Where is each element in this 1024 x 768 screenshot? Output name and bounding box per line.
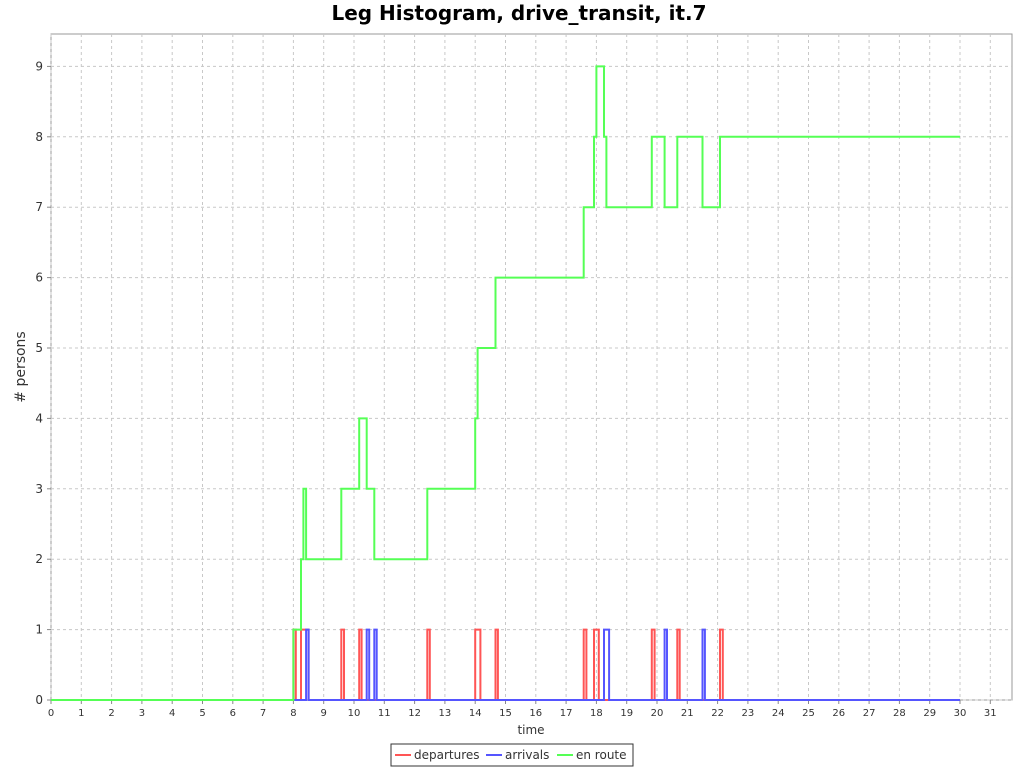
x-tick-label: 21 [681,708,694,719]
x-axis-label: time [517,723,544,737]
x-tick-label: 26 [832,708,845,719]
x-tick-label: 12 [408,708,421,719]
legend-label: departures [414,748,480,762]
x-tick-label: 13 [439,708,452,719]
legend-box [390,743,634,767]
x-tick-label: 23 [742,708,755,719]
y-tick-label: 0 [35,693,43,707]
x-tick-label: 9 [321,708,327,719]
y-axis-ticks: 0 1 2 3 4 5 6 7 8 9 [35,59,51,707]
x-tick-label: 8 [290,708,296,719]
x-tick-label: 22 [711,708,724,719]
x-tick-label: 7 [260,708,266,719]
x-tick-label: 2 [108,708,114,719]
x-tick-label: 1 [78,708,84,719]
y-tick-label: 1 [35,623,43,637]
y-tick-label: 3 [35,482,43,496]
x-tick-label: 10 [348,708,361,719]
x-tick-label: 15 [499,708,512,719]
y-tick-label: 6 [35,271,43,285]
x-tick-label: 14 [469,708,482,719]
x-tick-label: 27 [863,708,876,719]
series-arrivals [51,628,960,701]
legend: departures arrivals en route [390,743,634,767]
series-lines [51,65,960,701]
y-tick-label: 5 [35,341,43,355]
x-tick-label: 31 [984,708,997,719]
y-tick-label: 9 [35,59,43,73]
x-tick-label: 6 [230,708,236,719]
chart-title: Leg Histogram, drive_transit, it.7 [331,1,706,25]
x-tick-label: 20 [651,708,664,719]
x-tick-label: 18 [590,708,603,719]
series-en-route [51,65,960,701]
x-tick-label: 25 [802,708,815,719]
x-tick-label: 29 [923,708,936,719]
x-tick-label: 17 [560,708,573,719]
x-tick-label: 5 [199,708,205,719]
plot-area [50,33,1013,701]
y-axis-label: # persons [13,331,29,402]
x-tick-label: 3 [139,708,145,719]
y-tick-label: 8 [35,130,43,144]
x-tick-label: 0 [48,708,54,719]
x-tick-label: 19 [620,708,633,719]
x-axis-ticks: 0 1 2 3 4 5 6 7 8 9 10 11 12 13 14 15 16 17 18 19 20 21 22 23 24… [48,700,997,719]
legend-label: arrivals [505,748,549,762]
x-tick-label: 4 [169,708,175,719]
x-tick-label: 30 [954,708,967,719]
y-tick-label: 7 [35,200,43,214]
y-tick-label: 4 [35,411,43,425]
x-tick-label: 28 [893,708,906,719]
y-tick-label: 2 [35,552,43,566]
x-tick-label: 24 [772,708,785,719]
x-tick-label: 16 [529,708,542,719]
x-tick-label: 11 [378,708,391,719]
legend-label: en route [576,748,627,762]
